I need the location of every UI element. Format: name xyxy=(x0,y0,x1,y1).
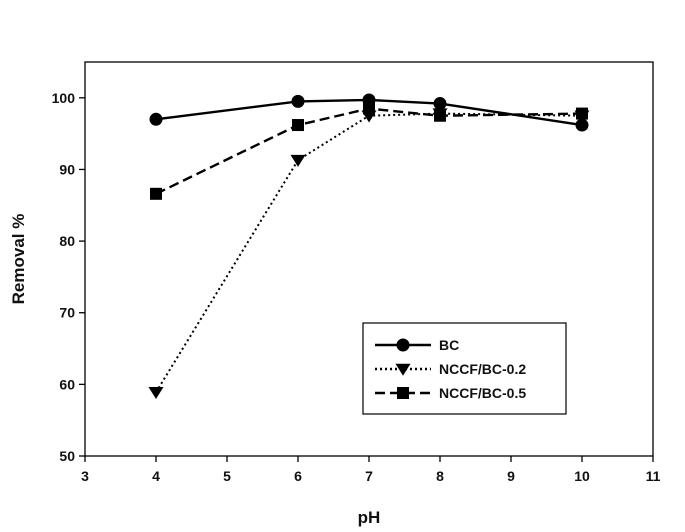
x-tick-label: 11 xyxy=(646,468,661,484)
legend-label-bc: BC xyxy=(439,337,459,353)
data-point-bc xyxy=(291,94,305,108)
data-point-bc xyxy=(575,118,589,132)
x-tick-label: 4 xyxy=(152,468,160,484)
legend-marker-nccf-bc-0-2 xyxy=(395,363,411,376)
y-axis: 50 60 70 80 90 100 xyxy=(52,90,85,464)
y-tick-label: 70 xyxy=(59,305,75,321)
x-tick-label: 9 xyxy=(507,468,515,484)
series-layer xyxy=(148,93,590,399)
legend-label-nccf-bc-0-5: NCCF/BC-0.5 xyxy=(439,385,526,401)
x-tick-label: 10 xyxy=(574,468,590,484)
data-point-nccf-bc-0-5 xyxy=(576,107,588,120)
y-tick-label: 50 xyxy=(59,448,75,464)
data-point-nccf-bc-0-5 xyxy=(363,102,375,115)
y-axis-title: Removal % xyxy=(9,214,28,305)
x-axis: 3 4 5 6 7 8 9 10 11 xyxy=(81,456,661,484)
data-point-nccf-bc-0-2 xyxy=(148,386,164,399)
legend-label-nccf-bc-0-2: NCCF/BC-0.2 xyxy=(439,361,526,377)
x-tick-label: 6 xyxy=(294,468,302,484)
y-tick-label: 80 xyxy=(59,233,75,249)
y-tick-label: 100 xyxy=(52,90,76,106)
x-axis-title: pH xyxy=(358,508,381,527)
y-tick-label: 60 xyxy=(59,376,75,392)
y-tick-label: 90 xyxy=(59,161,75,177)
x-tick-label: 3 xyxy=(81,468,89,484)
legend-marker-bc xyxy=(396,338,410,352)
x-tick-label: 7 xyxy=(365,468,373,484)
x-tick-label: 8 xyxy=(436,468,444,484)
data-point-nccf-bc-0-5 xyxy=(150,187,162,200)
legend: BC NCCF/BC-0.2 NCCF/BC-0.5 xyxy=(362,322,567,415)
data-point-nccf-bc-0-2 xyxy=(290,154,306,167)
series-nccf-bc-0-5 xyxy=(150,102,588,200)
data-point-bc xyxy=(149,112,163,126)
data-point-nccf-bc-0-5 xyxy=(434,109,446,122)
legend-marker-nccf-bc-0-5 xyxy=(397,387,409,399)
data-point-bc xyxy=(433,97,447,111)
x-tick-label: 5 xyxy=(223,468,231,484)
data-point-nccf-bc-0-5 xyxy=(292,119,304,132)
